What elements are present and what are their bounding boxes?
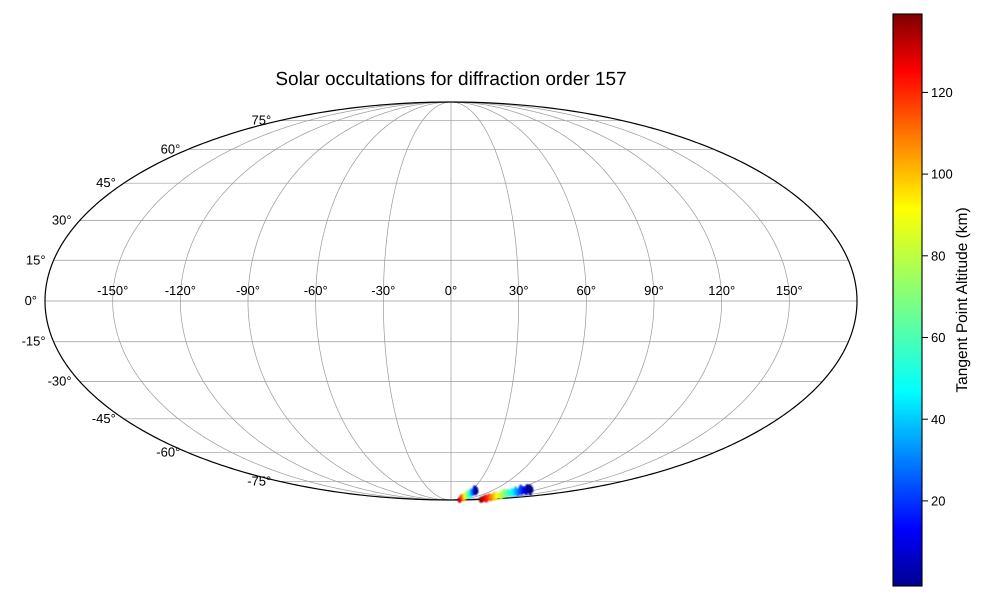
svg-text:120: 120 (931, 85, 953, 100)
svg-text:60: 60 (931, 330, 945, 345)
svg-text:90°: 90° (644, 283, 664, 298)
svg-text:Solar occultations for diffrac: Solar occultations for diffraction order… (275, 69, 626, 90)
svg-text:40: 40 (931, 412, 945, 427)
svg-text:0°: 0° (25, 293, 37, 308)
svg-text:-150°: -150° (97, 283, 128, 298)
svg-text:60°: 60° (576, 283, 596, 298)
svg-text:20: 20 (931, 494, 945, 509)
svg-text:30°: 30° (509, 283, 529, 298)
svg-text:15°: 15° (26, 252, 46, 267)
svg-text:45°: 45° (96, 175, 116, 190)
svg-text:75°: 75° (252, 113, 272, 128)
svg-text:-30°: -30° (48, 373, 72, 388)
svg-text:30°: 30° (52, 213, 72, 228)
svg-text:120°: 120° (708, 283, 735, 298)
svg-text:-30°: -30° (371, 283, 395, 298)
svg-text:-45°: -45° (92, 411, 116, 426)
svg-text:-120°: -120° (165, 283, 196, 298)
svg-text:-60°: -60° (304, 283, 328, 298)
svg-text:-90°: -90° (236, 283, 260, 298)
svg-text:80: 80 (931, 248, 945, 263)
svg-text:0°: 0° (445, 283, 457, 298)
svg-text:Tangent Point Altitude (km): Tangent Point Altitude (km) (954, 207, 971, 392)
svg-text:100: 100 (931, 167, 953, 182)
svg-text:-60°: -60° (156, 445, 180, 460)
svg-text:-15°: -15° (22, 334, 46, 349)
svg-text:-75°: -75° (247, 473, 271, 488)
svg-text:150°: 150° (776, 283, 803, 298)
svg-text:60°: 60° (161, 141, 181, 156)
